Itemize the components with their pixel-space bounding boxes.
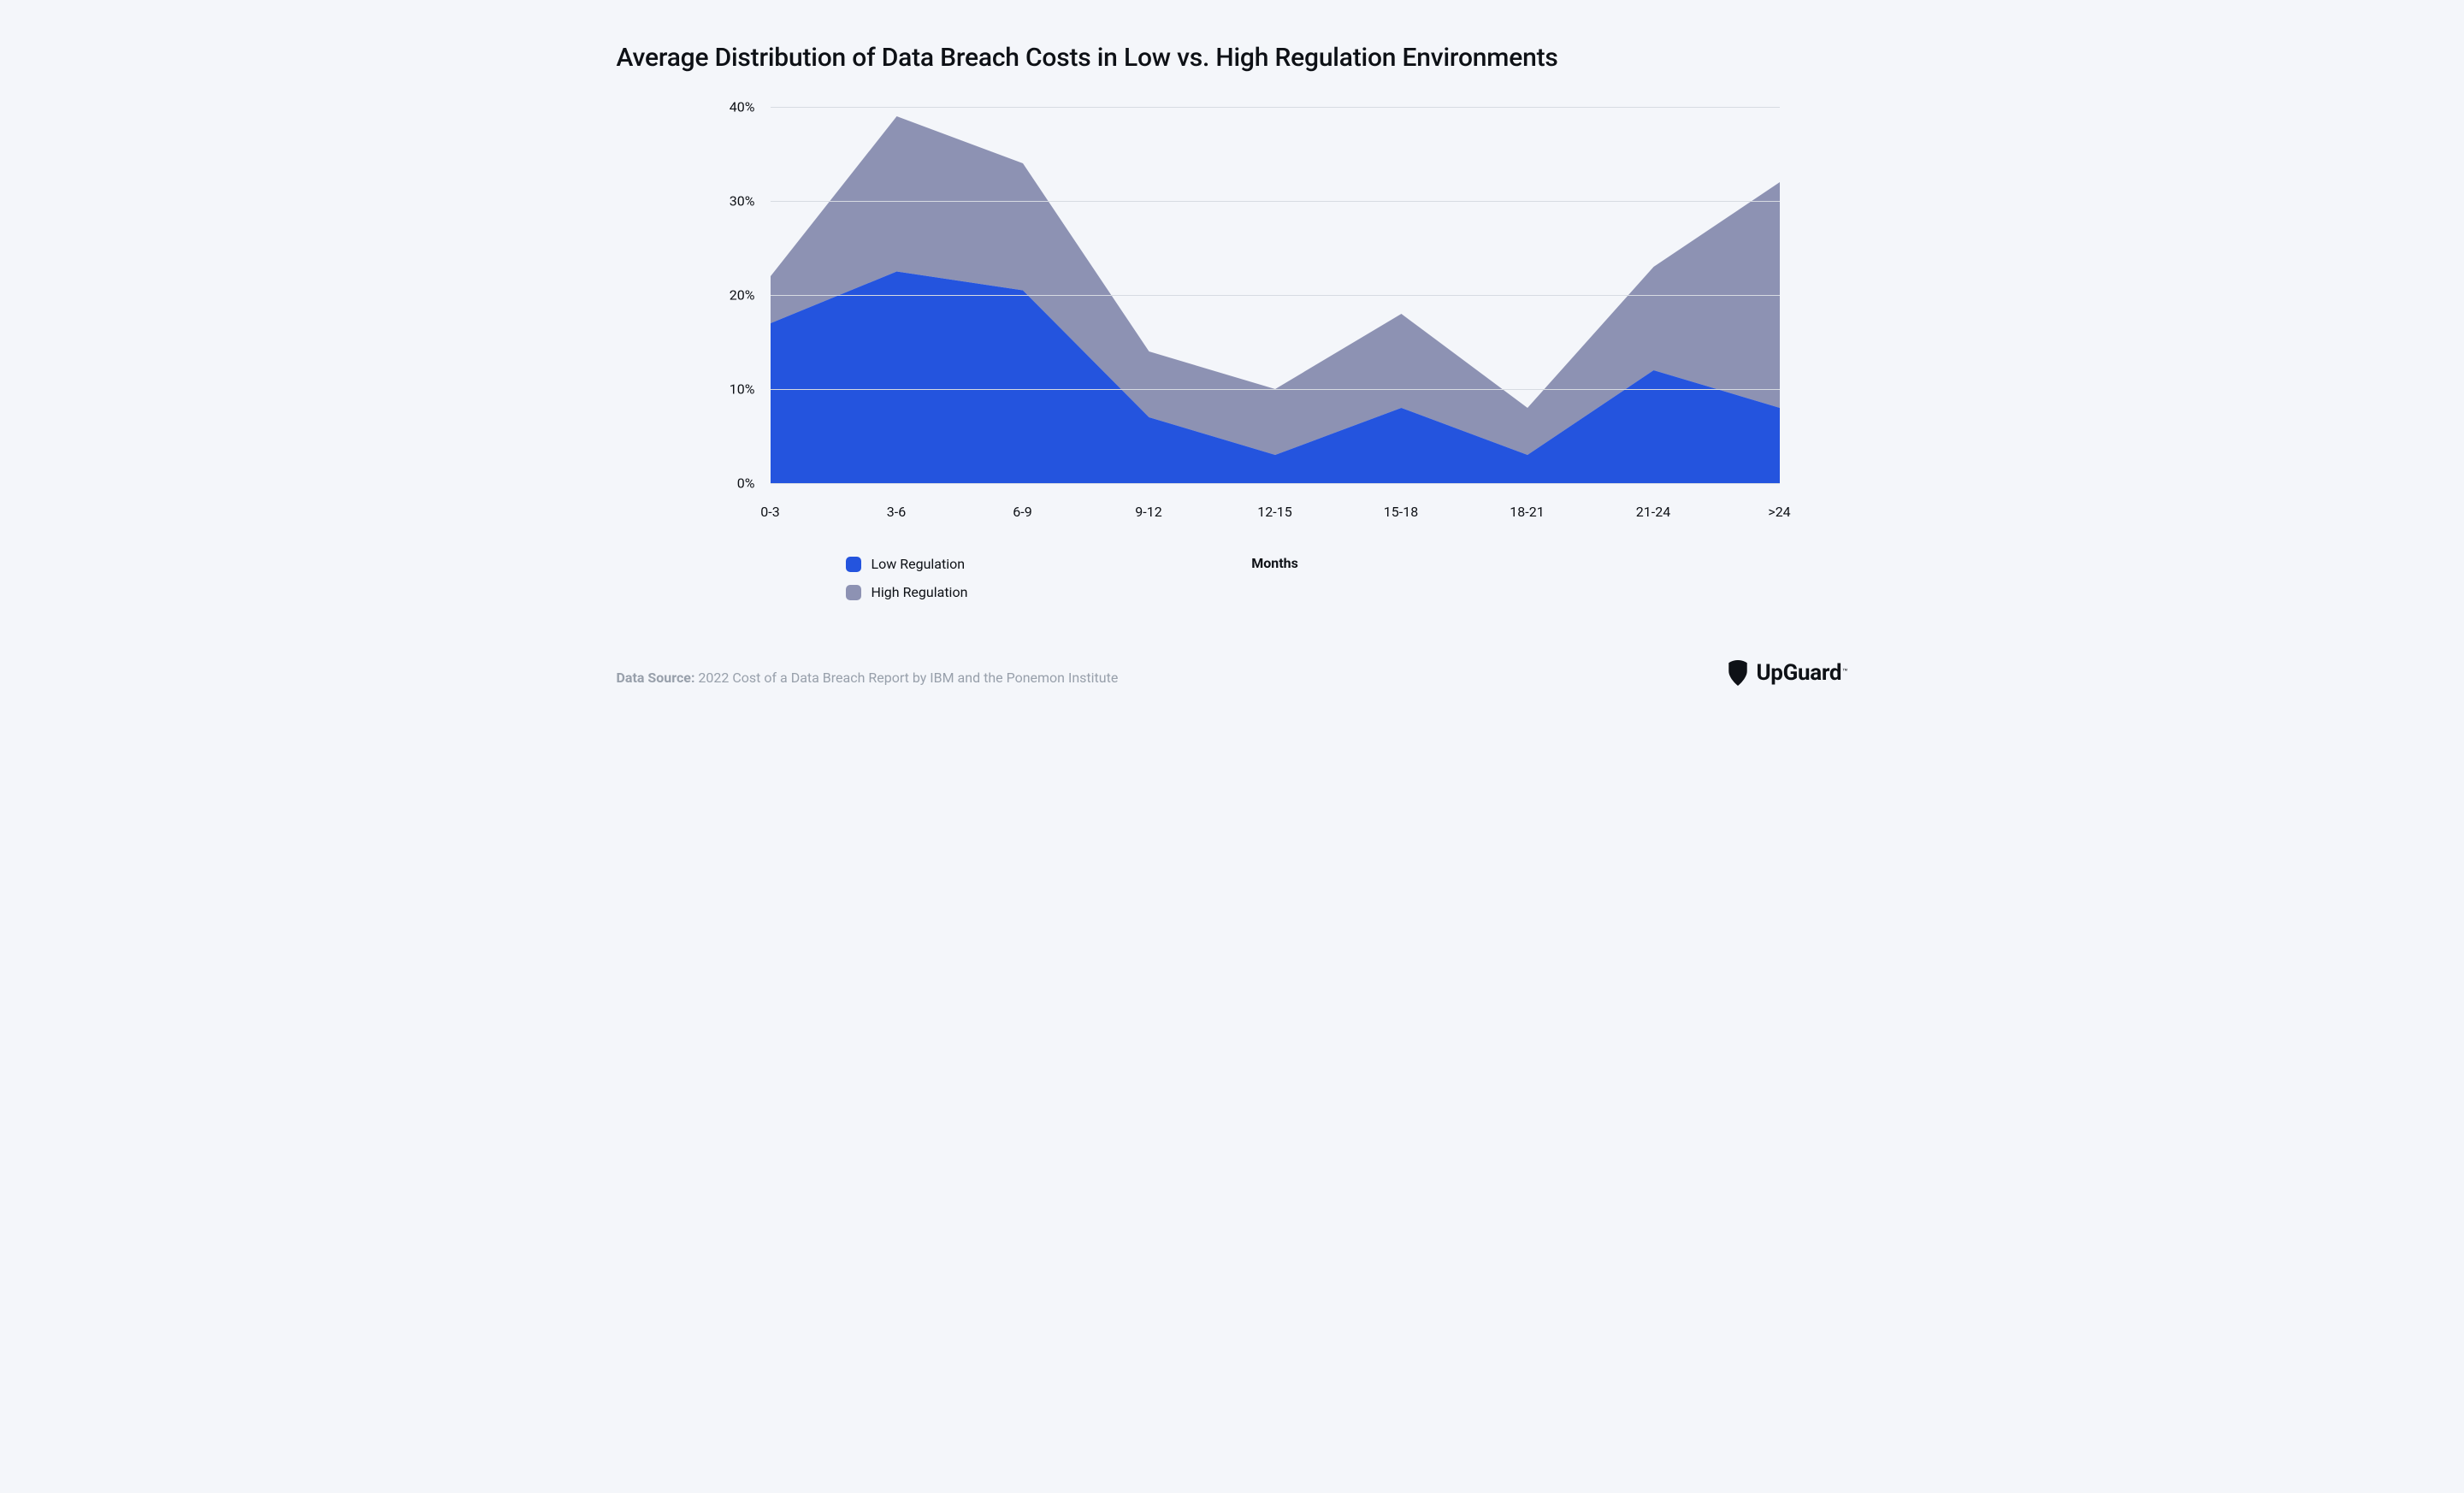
- x-axis: 0-33-66-99-1212-1515-1818-2121-24>24: [771, 504, 1780, 524]
- x-tick-label: 3-6: [887, 504, 906, 520]
- brand: UpGuard™: [1727, 660, 1847, 686]
- x-axis-title: Months: [771, 555, 1780, 571]
- footer: Data Source: 2022 Cost of a Data Breach …: [617, 660, 1848, 686]
- data-source: Data Source: 2022 Cost of a Data Breach …: [617, 670, 1119, 686]
- grid-line: [771, 483, 1780, 484]
- data-source-text: 2022 Cost of a Data Breach Report by IBM…: [698, 670, 1118, 686]
- x-tick-label: 12-15: [1257, 504, 1291, 520]
- x-tick-label: 6-9: [1013, 504, 1031, 520]
- x-tick-label: 18-21: [1510, 504, 1544, 520]
- x-tick-label: 21-24: [1636, 504, 1670, 520]
- x-tick-label: 9-12: [1135, 504, 1161, 520]
- legend-swatch: [846, 585, 861, 600]
- chart-card: Average Distribution of Data Breach Cost…: [617, 43, 1848, 686]
- y-tick-label: 40%: [730, 99, 771, 115]
- area-chart: 0%10%20%30%40% 0-33-66-99-1212-1515-1818…: [771, 107, 1780, 571]
- legend-label: High Regulation: [872, 584, 968, 600]
- y-tick-label: 10%: [730, 381, 771, 398]
- x-tick-label: >24: [1768, 504, 1790, 520]
- plot-area: 0%10%20%30%40%: [771, 107, 1780, 483]
- y-tick-label: 20%: [730, 287, 771, 304]
- chart-title: Average Distribution of Data Breach Cost…: [617, 43, 1848, 73]
- x-tick-label: 0-3: [760, 504, 779, 520]
- grid-line: [771, 295, 1780, 296]
- grid-line: [771, 107, 1780, 108]
- data-source-label: Data Source:: [617, 670, 695, 686]
- legend-item: High Regulation: [846, 584, 1780, 600]
- grid-line: [771, 201, 1780, 202]
- y-tick-label: 30%: [730, 193, 771, 209]
- x-tick-label: 15-18: [1384, 504, 1418, 520]
- grid-line: [771, 389, 1780, 390]
- chart-wrap: 0%10%20%30%40% 0-33-66-99-1212-1515-1818…: [771, 107, 1780, 600]
- shield-icon: [1727, 660, 1749, 686]
- y-tick-label: 0%: [737, 475, 771, 492]
- brand-name: UpGuard™: [1756, 660, 1847, 686]
